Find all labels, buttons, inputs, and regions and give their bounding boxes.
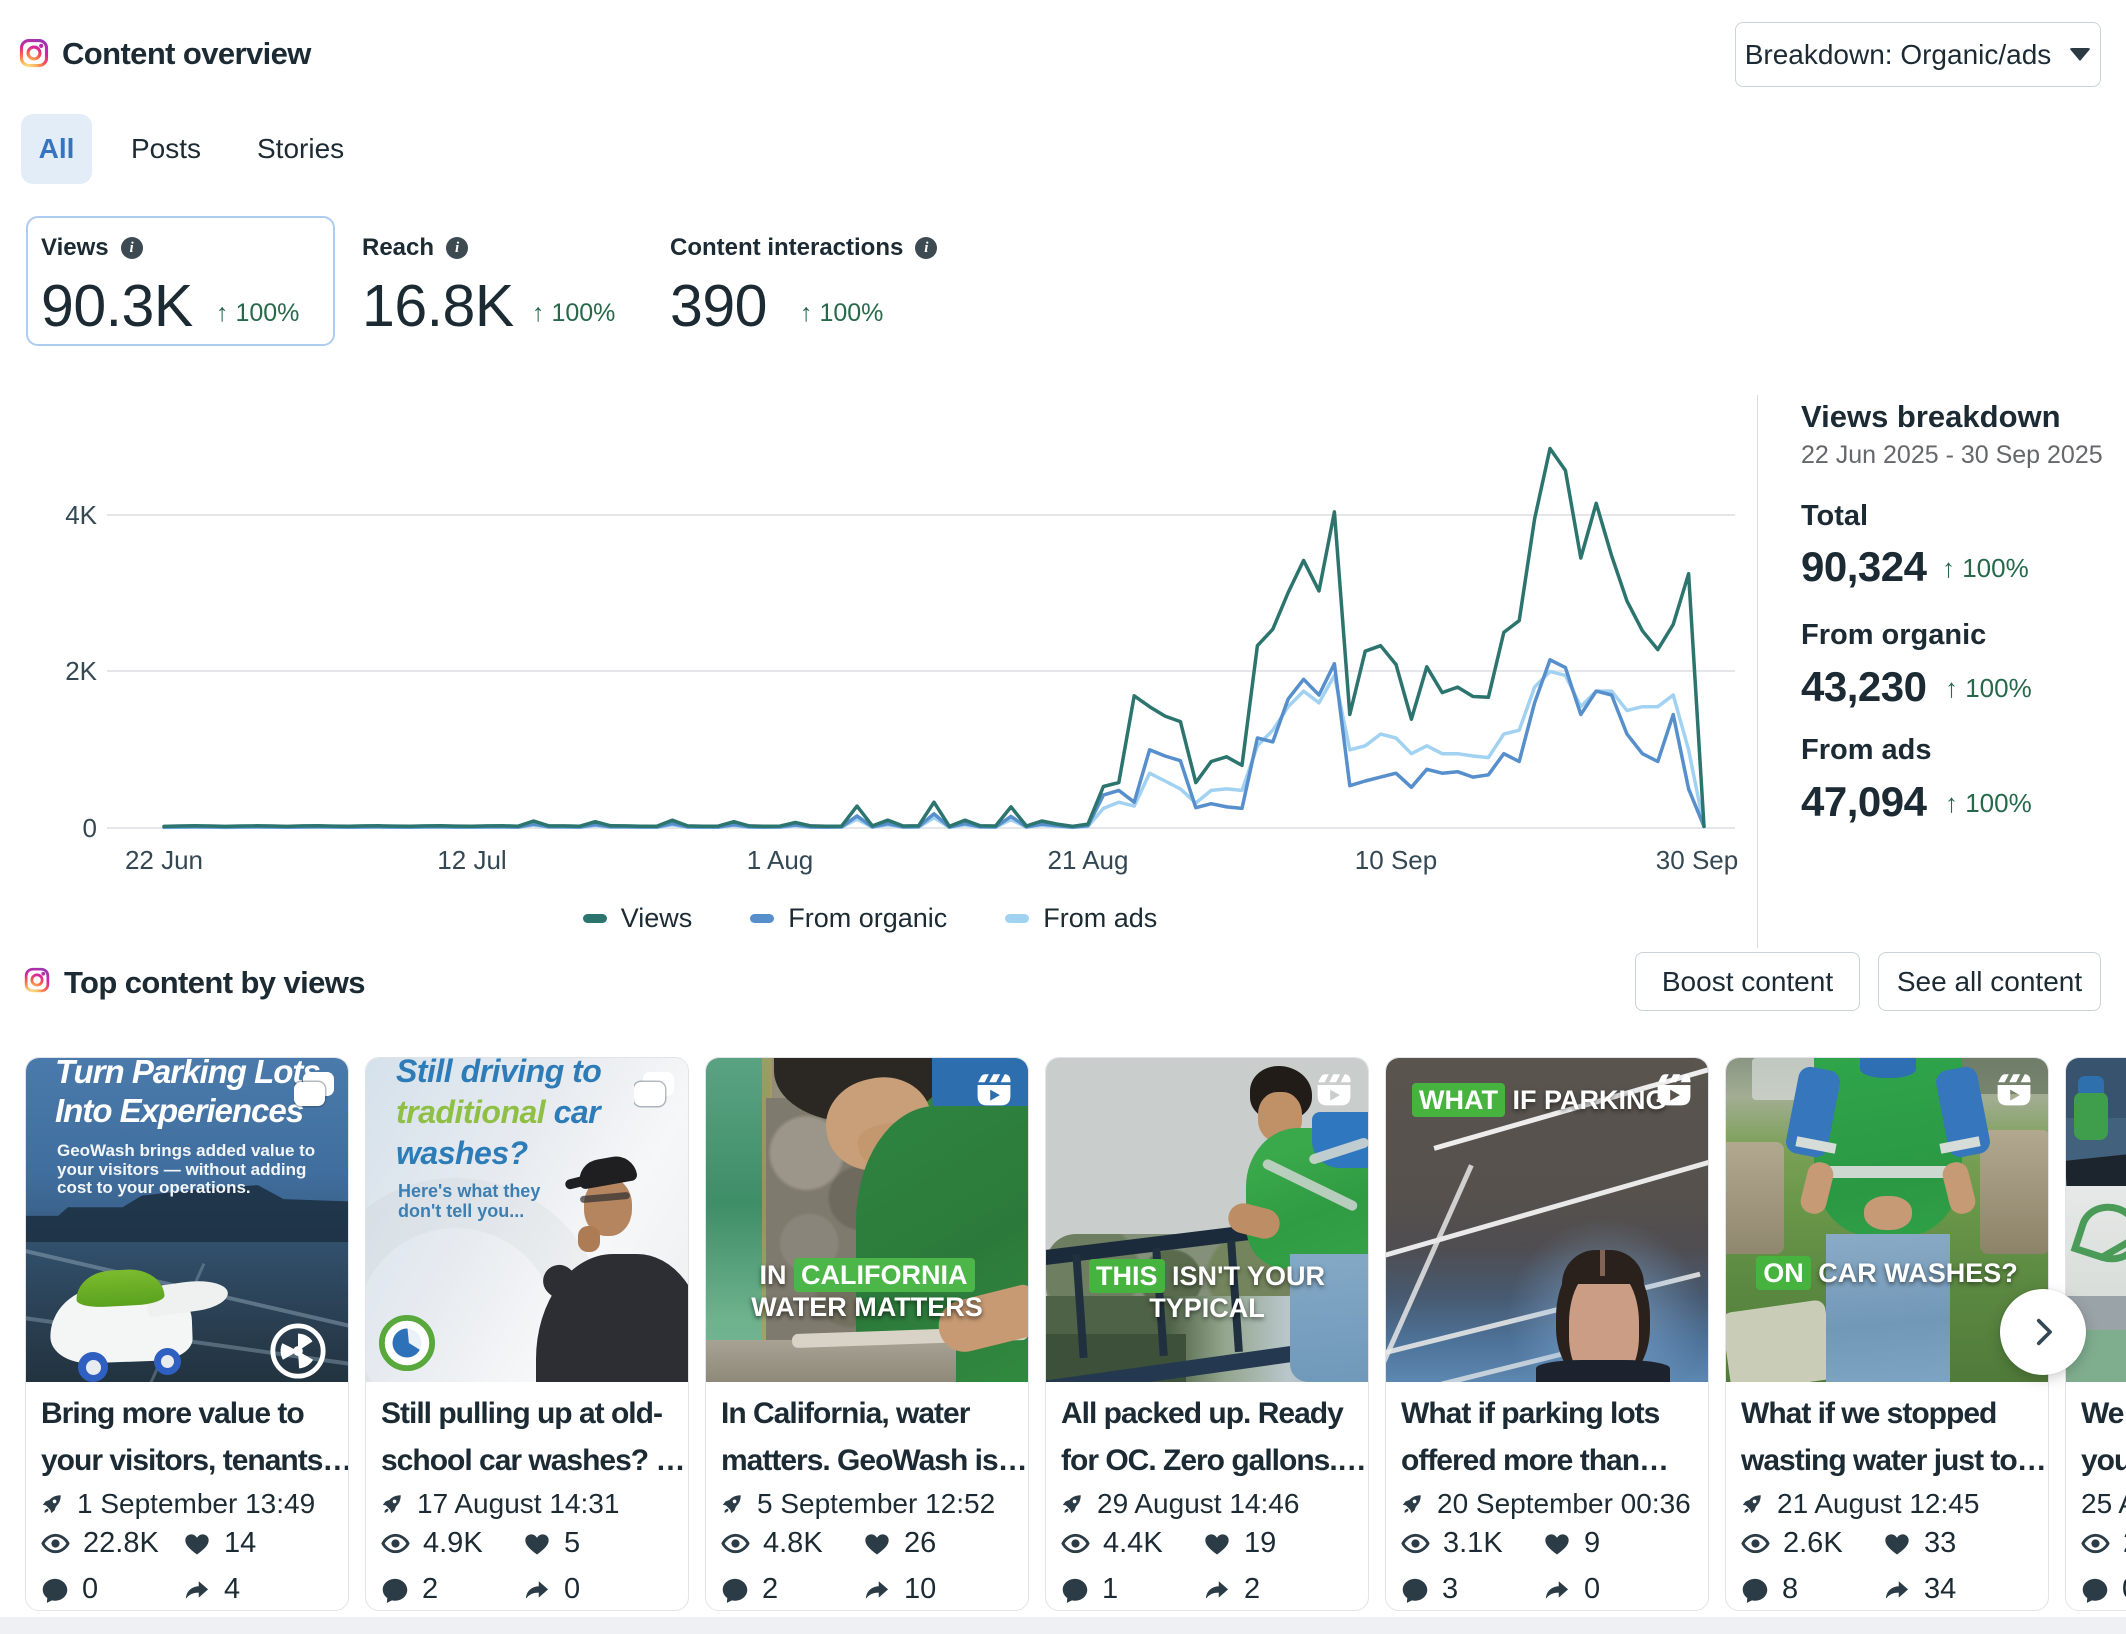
- svg-text:0: 0: [83, 813, 97, 843]
- svg-text:30 Sep: 30 Sep: [1656, 845, 1738, 875]
- svg-text:10 Sep: 10 Sep: [1355, 845, 1437, 875]
- svg-text:21 Aug: 21 Aug: [1048, 845, 1129, 875]
- svg-text:4K: 4K: [65, 500, 97, 530]
- svg-text:12 Jul: 12 Jul: [437, 845, 506, 875]
- svg-text:22 Jun: 22 Jun: [125, 845, 203, 875]
- svg-text:2K: 2K: [65, 656, 97, 686]
- svg-text:1 Aug: 1 Aug: [747, 845, 814, 875]
